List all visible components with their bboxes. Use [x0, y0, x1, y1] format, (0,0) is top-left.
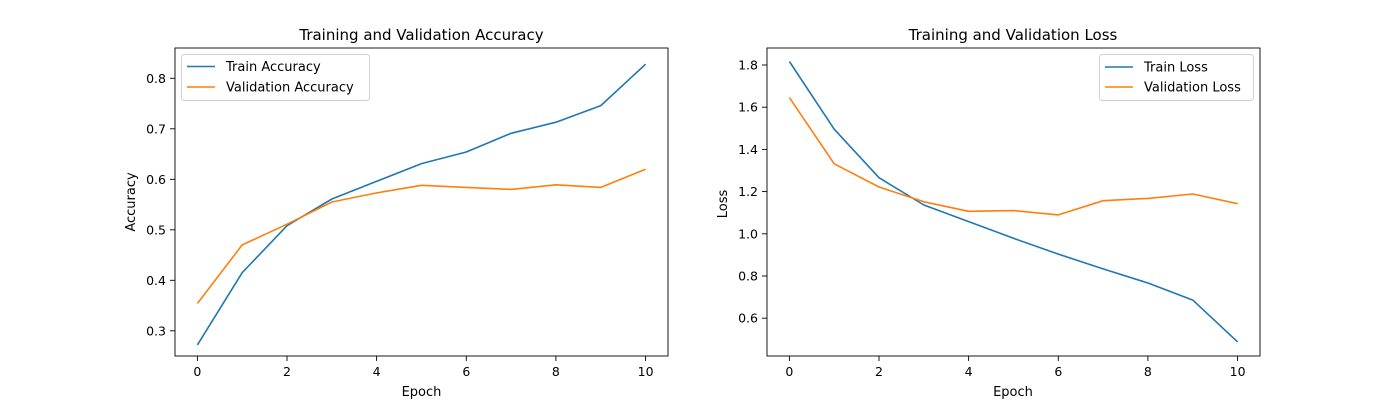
- accuracy-legend-label-validation: Validation Accuracy: [226, 81, 354, 96]
- loss-x-tick: 2: [875, 356, 883, 379]
- accuracy-x-tick-label: 4: [373, 364, 381, 379]
- loss-chart-title: Training and Validation Loss: [908, 26, 1118, 44]
- accuracy-y-tick: 0.5: [146, 222, 175, 237]
- accuracy-x-tick: 8: [552, 356, 560, 379]
- accuracy-y-tick: 0.6: [146, 172, 175, 187]
- loss-legend-label-train: Train Loss: [1143, 61, 1208, 76]
- loss-y-tick-label: 1.8: [738, 58, 758, 73]
- accuracy-x-tick: 10: [638, 356, 654, 379]
- loss-y-axis-label: Loss: [716, 190, 731, 219]
- loss-y-tick: 1.2: [738, 184, 767, 199]
- accuracy-y-tick-label: 0.7: [146, 121, 166, 136]
- accuracy-y-tick-label: 0.5: [146, 222, 166, 237]
- loss-y-tick: 0.8: [738, 269, 767, 284]
- accuracy-y-tick: 0.4: [146, 273, 175, 288]
- accuracy-y-tick: 0.7: [146, 121, 175, 136]
- loss-y-tick: 0.6: [738, 311, 767, 326]
- loss-y-tick-label: 1.4: [738, 142, 758, 157]
- accuracy-x-ticks: 0 2 4 6 8 10: [193, 356, 654, 379]
- accuracy-x-tick-label: 8: [552, 364, 560, 379]
- loss-x-tick: 4: [965, 356, 973, 379]
- loss-legend: Train Loss Validation Loss: [1099, 54, 1254, 101]
- accuracy-x-tick: 2: [283, 356, 291, 379]
- accuracy-x-axis-label: Epoch: [402, 385, 442, 400]
- accuracy-x-tick: 4: [373, 356, 381, 379]
- accuracy-y-tick: 0.3: [146, 323, 175, 338]
- loss-y-tick-label: 0.8: [738, 269, 758, 284]
- loss-panel: Training and Validation Loss 0 2 4 6 8: [716, 26, 1261, 400]
- accuracy-x-tick-label: 2: [283, 364, 291, 379]
- loss-x-tick-label: 4: [965, 364, 973, 379]
- accuracy-x-tick-label: 6: [462, 364, 470, 379]
- loss-y-tick: 1.8: [738, 58, 767, 73]
- accuracy-panel: Training and Validation Accuracy 0 2 4 6…: [124, 26, 669, 400]
- loss-legend-label-validation: Validation Loss: [1144, 81, 1241, 96]
- loss-x-tick: 0: [785, 356, 793, 379]
- accuracy-y-ticks: 0.3 0.4 0.5 0.6 0.7 0.8: [146, 71, 175, 338]
- loss-y-tick: 1.4: [738, 142, 767, 157]
- loss-y-tick-label: 1.0: [738, 226, 758, 241]
- accuracy-legend-label-train: Train Accuracy: [225, 60, 321, 75]
- loss-validation-line: [788, 97, 1238, 216]
- accuracy-chart-title: Training and Validation Accuracy: [298, 26, 543, 44]
- loss-y-tick-label: 1.2: [738, 184, 758, 199]
- accuracy-legend: Train Accuracy Validation Accuracy: [181, 54, 370, 101]
- loss-x-tick-label: 6: [1054, 364, 1062, 379]
- accuracy-y-axis-label: Accuracy: [124, 172, 139, 232]
- loss-y-tick-label: 0.6: [738, 311, 758, 326]
- loss-x-tick: 6: [1054, 356, 1062, 379]
- accuracy-y-tick: 0.8: [146, 71, 175, 86]
- accuracy-validation-line: [196, 168, 646, 304]
- loss-x-tick: 8: [1144, 356, 1152, 379]
- loss-x-ticks: 0 2 4 6 8 10: [785, 356, 1246, 379]
- accuracy-y-tick-label: 0.4: [146, 273, 166, 288]
- loss-x-tick: 10: [1230, 356, 1246, 379]
- loss-x-tick-label: 0: [785, 364, 793, 379]
- accuracy-x-tick: 0: [193, 356, 201, 379]
- accuracy-x-tick-label: 0: [193, 364, 201, 379]
- accuracy-y-tick-label: 0.8: [146, 71, 166, 86]
- loss-train-line: [788, 61, 1239, 343]
- loss-legend-box: [1099, 54, 1254, 101]
- accuracy-y-tick-label: 0.6: [146, 172, 166, 187]
- accuracy-x-tick: 6: [462, 356, 470, 379]
- loss-y-tick-label: 1.6: [738, 100, 758, 115]
- loss-y-tick: 1.6: [738, 100, 767, 115]
- accuracy-x-tick-label: 10: [638, 364, 654, 379]
- loss-series-lines: [788, 61, 1239, 343]
- loss-x-tick-label: 8: [1144, 364, 1152, 379]
- accuracy-legend-box: [181, 54, 370, 101]
- loss-x-axis-label: Epoch: [993, 385, 1033, 400]
- loss-x-tick-label: 10: [1230, 364, 1246, 379]
- loss-y-ticks: 0.6 0.8 1.0 1.2 1.4 1.6: [738, 58, 767, 326]
- accuracy-train-line: [196, 63, 647, 346]
- accuracy-y-tick-label: 0.3: [146, 323, 166, 338]
- accuracy-series-lines: [196, 63, 647, 346]
- loss-x-tick-label: 2: [875, 364, 883, 379]
- loss-y-tick: 1.0: [738, 226, 767, 241]
